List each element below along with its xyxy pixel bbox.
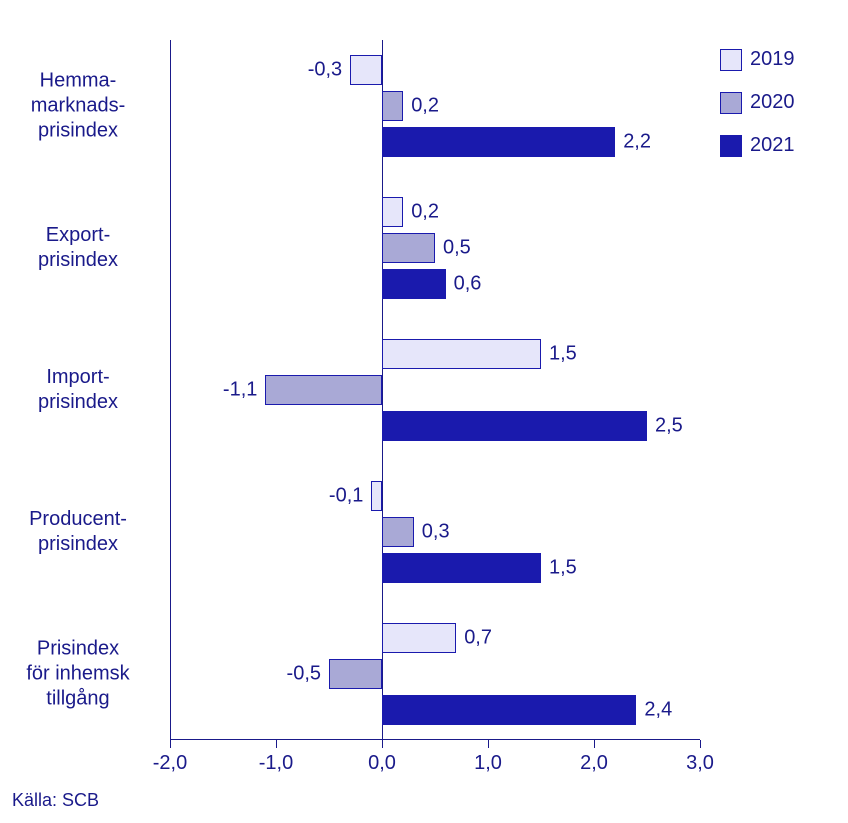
bar-value-label: 0,7: [464, 627, 492, 650]
bar-value-label: 0,2: [411, 95, 439, 118]
bar-value-label: 0,6: [454, 273, 482, 296]
bar-value-label: 0,2: [411, 201, 439, 224]
bar: [382, 339, 541, 369]
bar-value-label: 1,5: [549, 557, 577, 580]
bar: [265, 375, 382, 405]
bar: [350, 55, 382, 85]
x-tick-label: -2,0: [153, 752, 187, 775]
legend-item: 2019: [720, 48, 795, 71]
bar-value-label: -0,1: [329, 485, 363, 508]
legend-swatch: [720, 49, 742, 71]
bar: [382, 197, 403, 227]
legend: 2019 2020 2021: [720, 48, 795, 177]
x-tick: [594, 740, 595, 748]
x-tick-label: 1,0: [474, 752, 502, 775]
legend-item: 2021: [720, 134, 795, 157]
bar-value-label: 2,2: [623, 131, 651, 154]
legend-label: 2021: [750, 134, 795, 157]
source-label: Källa: SCB: [12, 790, 99, 811]
bar: [382, 553, 541, 583]
legend-label: 2020: [750, 91, 795, 114]
x-tick-label: 2,0: [580, 752, 608, 775]
legend-label: 2019: [750, 48, 795, 71]
bar: [329, 659, 382, 689]
x-tick: [276, 740, 277, 748]
bar-value-label: 2,4: [644, 699, 672, 722]
bar: [382, 517, 414, 547]
bar: [382, 269, 446, 299]
bar-value-label: 2,5: [655, 415, 683, 438]
category-label: Import- prisindex: [0, 365, 156, 415]
bar-value-label: 0,5: [443, 237, 471, 260]
chart-container: -2,0 -1,0 0,0 1,0 2,0 3,0 Hemma- marknads- pri…: [0, 0, 848, 823]
bar-value-label: 0,3: [422, 521, 450, 544]
category-label: Hemma- marknads- prisindex: [0, 69, 156, 144]
x-tick: [488, 740, 489, 748]
bar: [371, 481, 382, 511]
bar: [382, 91, 403, 121]
category-label: Prisindex för inhemsk tillgång: [0, 637, 156, 712]
bar-value-label: -1,1: [223, 379, 257, 402]
x-tick-label: -1,0: [259, 752, 293, 775]
legend-swatch: [720, 135, 742, 157]
x-tick-label: 0,0: [368, 752, 396, 775]
category-label: Producent- prisindex: [0, 507, 156, 557]
category-label: Export- prisindex: [0, 223, 156, 273]
bar: [382, 233, 435, 263]
legend-swatch: [720, 92, 742, 114]
bar: [382, 127, 615, 157]
x-tick: [170, 740, 171, 748]
bar: [382, 623, 456, 653]
x-tick: [382, 740, 383, 748]
bar: [382, 411, 647, 441]
bar-value-label: -0,3: [308, 59, 342, 82]
bar: [382, 695, 636, 725]
bar-value-label: 1,5: [549, 343, 577, 366]
bar-value-label: -0,5: [287, 663, 321, 686]
x-tick: [700, 740, 701, 748]
legend-item: 2020: [720, 91, 795, 114]
x-tick-label: 3,0: [686, 752, 714, 775]
